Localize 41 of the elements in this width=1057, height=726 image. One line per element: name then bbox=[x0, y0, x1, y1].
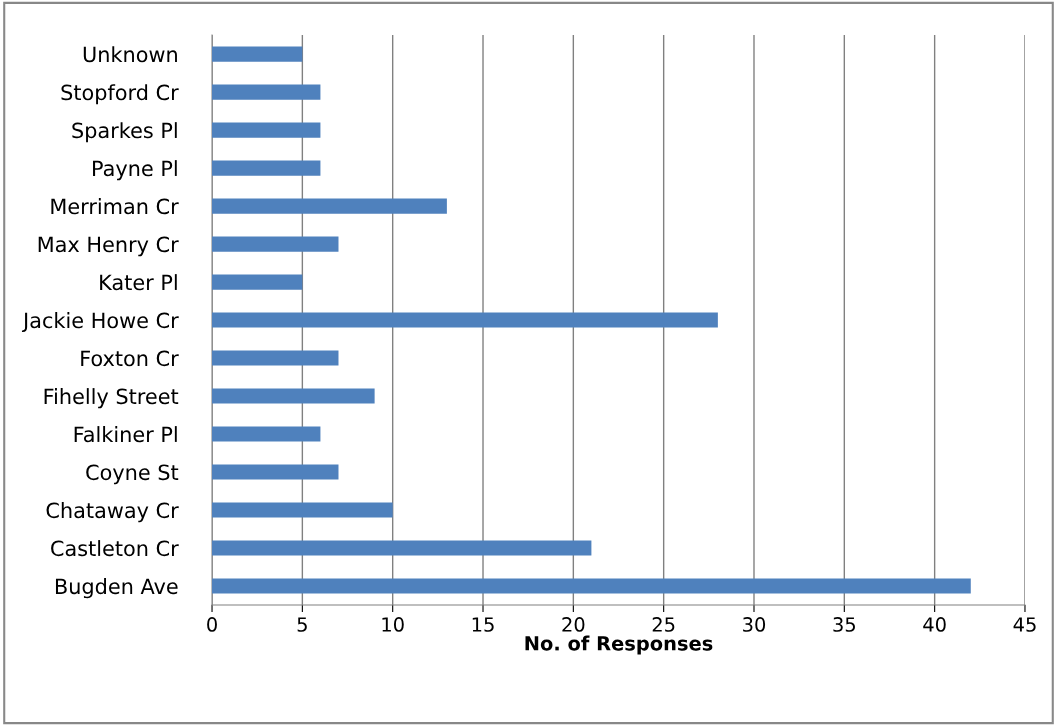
y-tick-label: Unknown bbox=[83, 46, 177, 63]
y-tick-label: Max Henry Cr bbox=[38, 236, 179, 257]
x-tick-label: 20 bbox=[562, 617, 585, 632]
bar bbox=[212, 350, 339, 366]
x-tick-label: 10 bbox=[382, 617, 404, 632]
y-tick-label: Stopford Cr bbox=[61, 84, 179, 105]
bar bbox=[212, 122, 321, 138]
bar bbox=[212, 312, 718, 328]
x-tick-label: 5 bbox=[297, 617, 307, 632]
bar bbox=[212, 46, 303, 62]
x-tick-label: 45 bbox=[1013, 617, 1036, 632]
bar bbox=[212, 84, 321, 100]
y-tick-label: Chataway Cr bbox=[46, 502, 179, 523]
x-axis-title: No. of Responses bbox=[525, 635, 713, 655]
bar bbox=[212, 388, 375, 404]
y-tick-label: Payne Pl bbox=[93, 160, 177, 181]
y-tick-label: Jackie Howe Cr bbox=[21, 312, 179, 333]
bar bbox=[212, 426, 321, 442]
bar bbox=[212, 540, 592, 556]
y-tick-label: Merriman Cr bbox=[51, 198, 179, 215]
y-tick-label: Bugden Ave bbox=[55, 578, 178, 599]
bar bbox=[212, 464, 339, 480]
x-tick-label: 25 bbox=[652, 617, 675, 632]
y-tick-label: Foxton Cr bbox=[81, 350, 179, 367]
bar bbox=[212, 274, 303, 290]
x-tick-label: 0 bbox=[207, 617, 217, 632]
y-tick-label: Fihelly Street bbox=[44, 388, 179, 409]
bar bbox=[212, 198, 447, 214]
bar bbox=[212, 578, 971, 594]
bar bbox=[212, 160, 321, 176]
y-tick-label: Coyne St bbox=[86, 464, 179, 485]
bar bbox=[212, 502, 393, 518]
x-tick-label: 40 bbox=[923, 617, 946, 632]
y-tick-label: Sparkes Pl bbox=[72, 122, 177, 143]
y-tick-label: Falkiner Pl bbox=[74, 426, 177, 443]
y-tick-label: Kater Pl bbox=[100, 274, 177, 291]
bar bbox=[212, 236, 339, 252]
x-tick-label: 35 bbox=[833, 617, 855, 632]
y-tick-label: Castleton Cr bbox=[51, 540, 179, 557]
x-tick-label: 30 bbox=[743, 617, 766, 632]
x-tick-label: 15 bbox=[472, 617, 494, 632]
